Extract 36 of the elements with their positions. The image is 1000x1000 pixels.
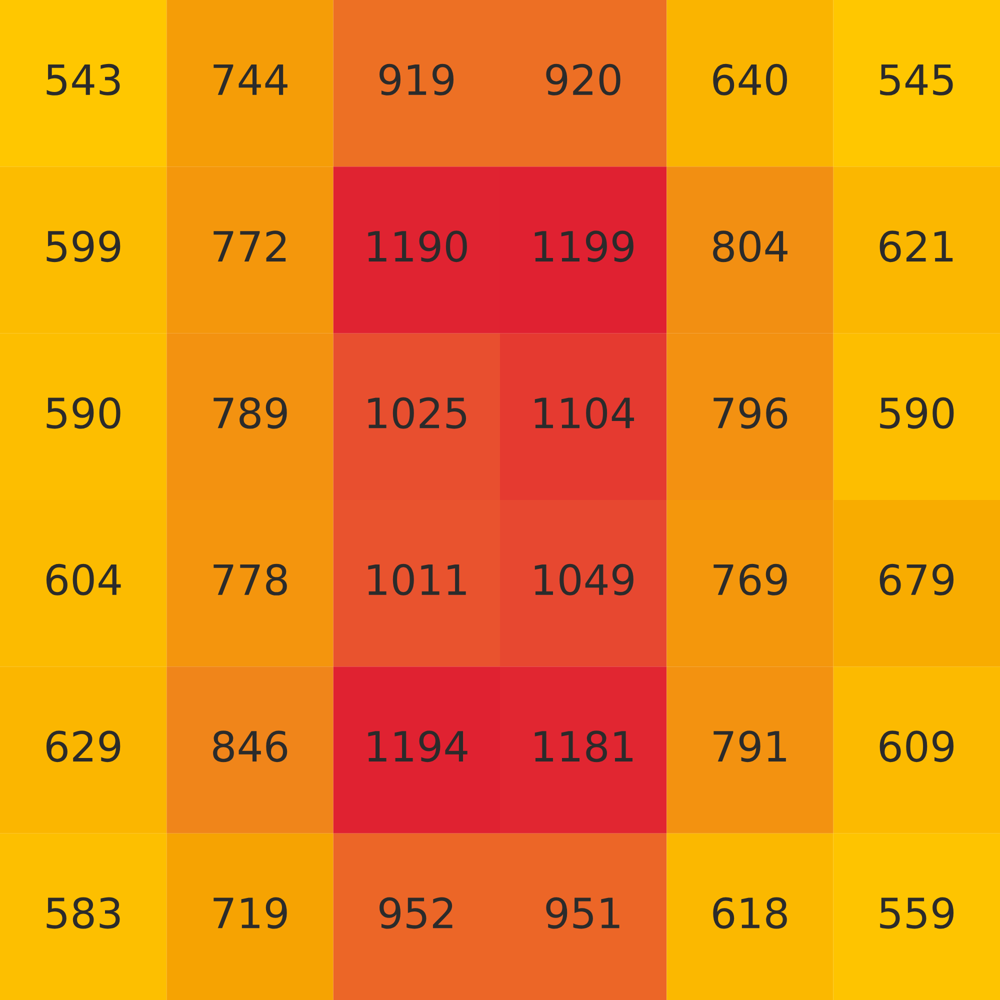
data-label: 744 [214, 64, 288, 95]
data-label: 640 [713, 64, 787, 96]
data-label: 618 [713, 897, 787, 929]
data-label: 919 [380, 64, 454, 96]
data-label: 791 [714, 730, 786, 762]
data-label: 1104 [534, 397, 634, 429]
data-label: 952 [380, 897, 452, 929]
data-label: 1049 [534, 564, 634, 596]
data-label: 543 [46, 64, 120, 96]
data-label: 545 [880, 64, 953, 96]
data-label: 1194 [368, 730, 468, 762]
data-label: 609 [880, 730, 954, 762]
data-label: 590 [880, 397, 954, 429]
data-label: 583 [46, 897, 120, 929]
data-label: 804 [713, 230, 788, 262]
data-label: 679 [880, 564, 954, 596]
data-label: 590 [46, 397, 120, 429]
data-label: 604 [46, 564, 121, 596]
data-label: 796 [714, 397, 788, 429]
data-label: 1025 [368, 397, 466, 429]
data-label: 621 [880, 230, 953, 262]
data-label: 1199 [534, 230, 634, 262]
data-label: 951 [546, 897, 620, 929]
data-label: 778 [214, 564, 287, 596]
data-label: 629 [46, 730, 120, 762]
data-label: 1181 [534, 730, 633, 762]
data-label: 769 [714, 564, 787, 596]
data-label: 559 [880, 897, 954, 929]
data-label: 719 [214, 897, 287, 929]
data-label: 772 [214, 230, 286, 262]
data-label: 920 [546, 64, 620, 96]
data-label: 1011 [368, 564, 466, 596]
data-label: 789 [214, 397, 287, 429]
data-label: 599 [46, 230, 120, 262]
data-label: 846 [213, 730, 288, 762]
data-label: 1190 [368, 230, 467, 262]
